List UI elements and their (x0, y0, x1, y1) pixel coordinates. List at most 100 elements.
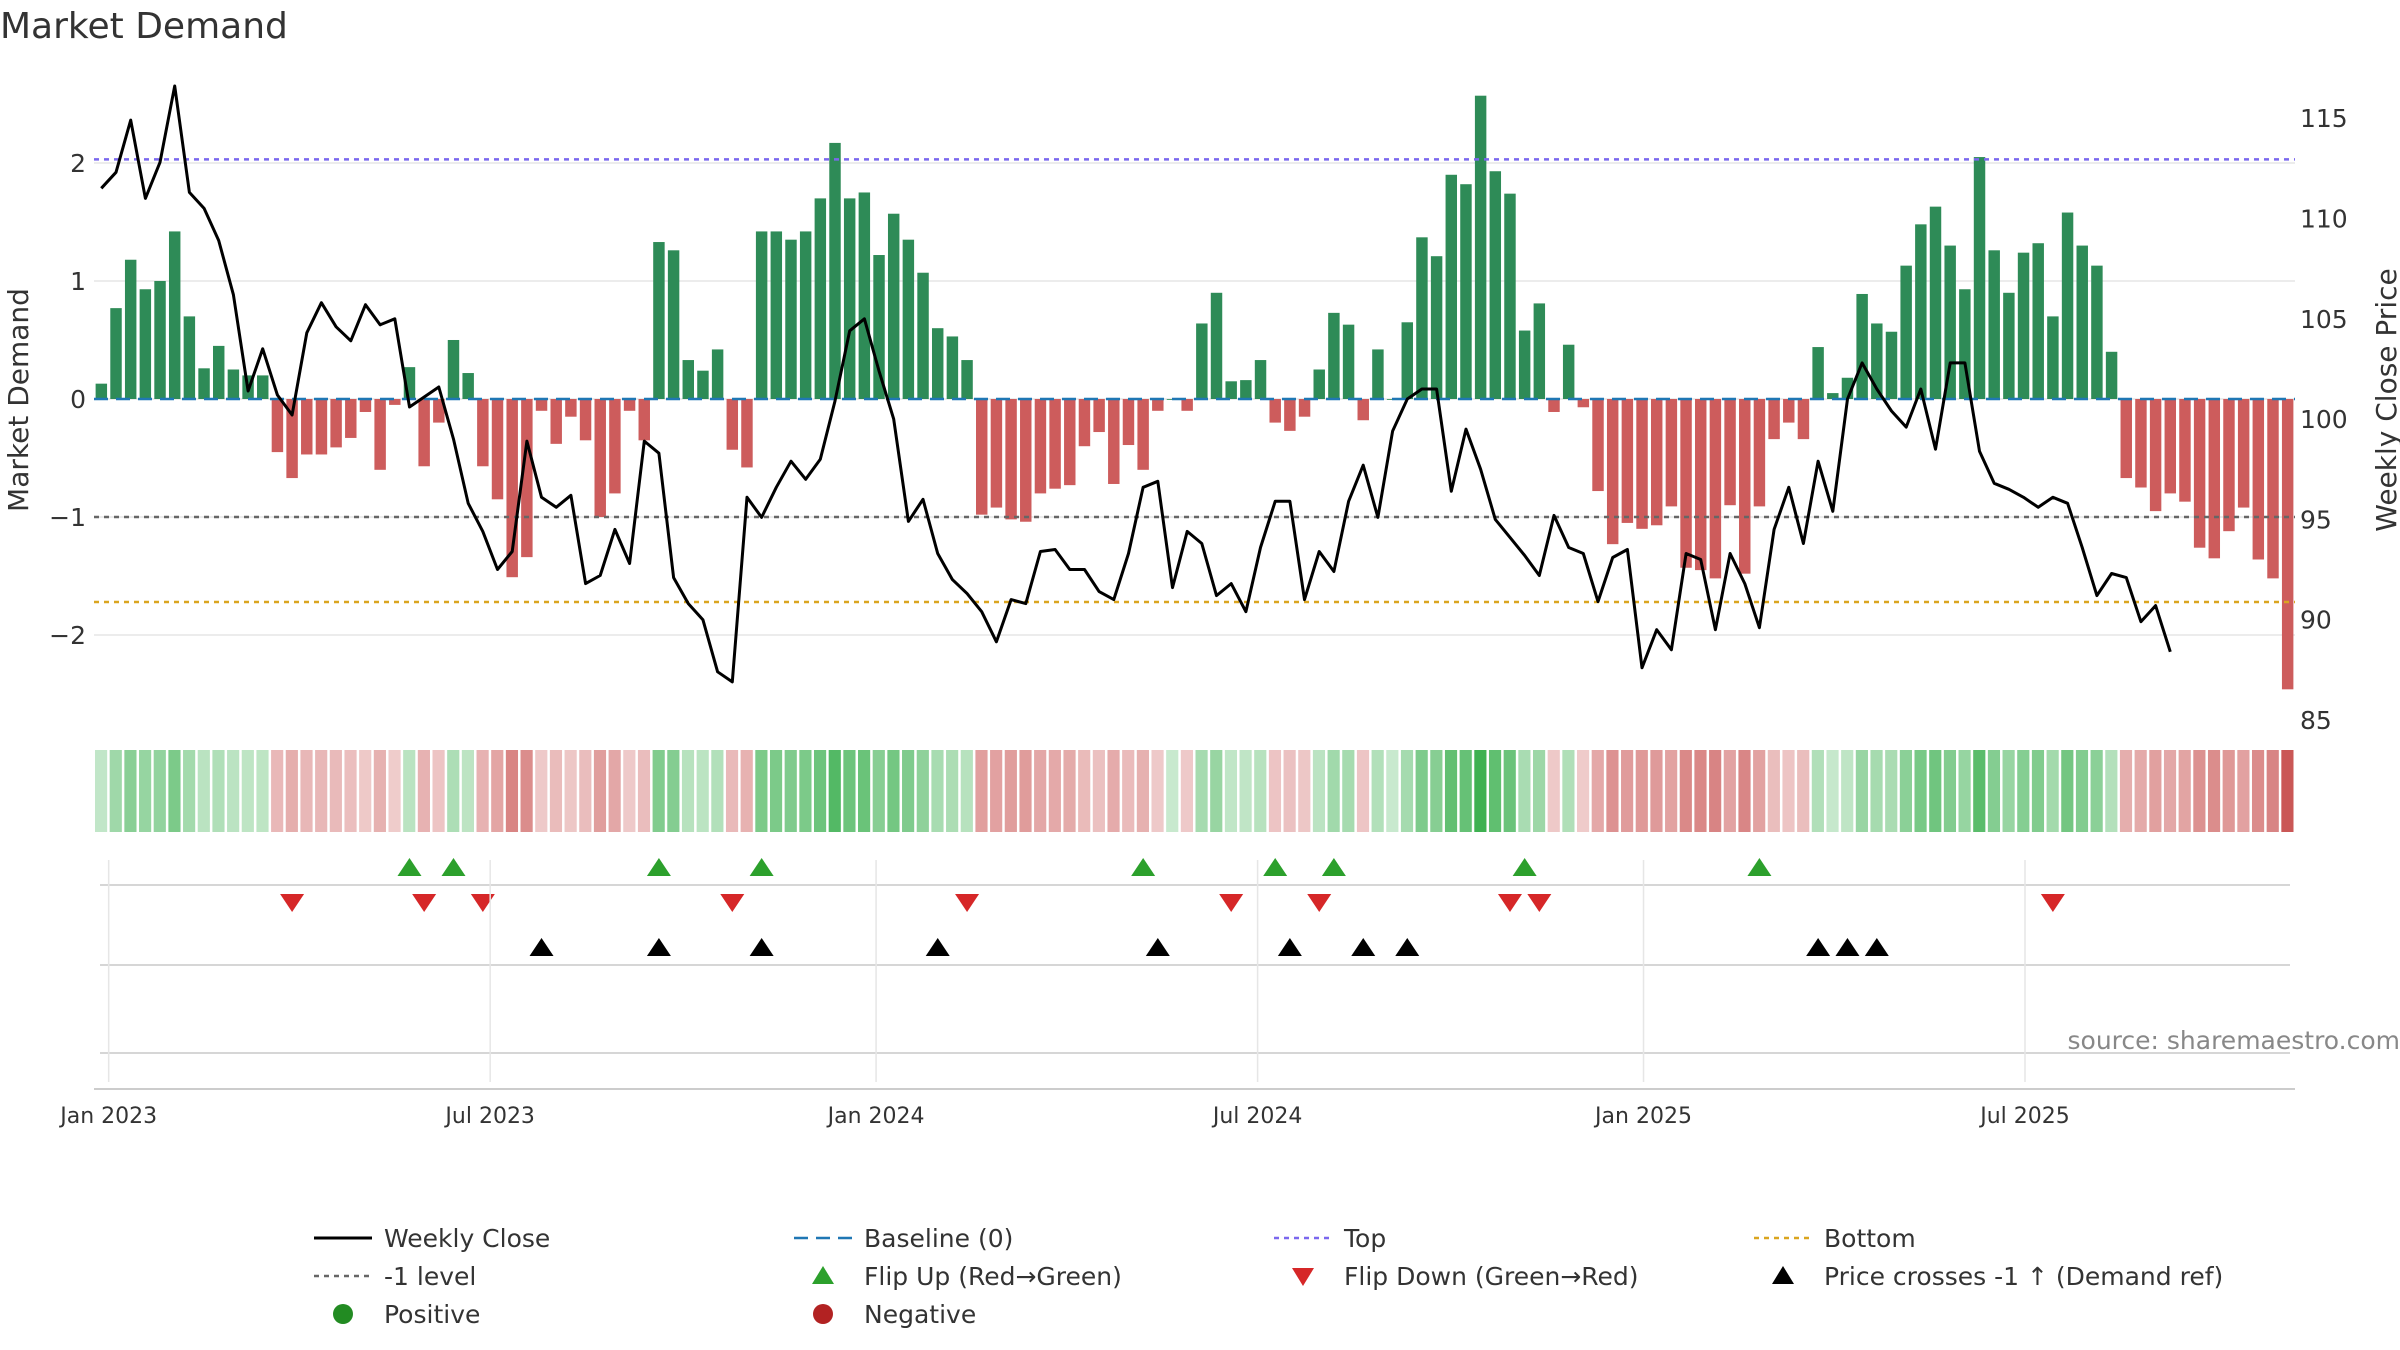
strip-cell (241, 750, 254, 832)
source-credit: source: sharemaestro.com (2068, 1026, 2400, 1055)
demand-bar (1093, 399, 1105, 433)
demand-bar (1254, 360, 1267, 399)
flip-down-marker (412, 894, 437, 912)
demand-bar (1636, 399, 1648, 529)
flip-up-marker (1263, 858, 1288, 876)
demand-bar (2193, 399, 2206, 548)
demand-bar (1460, 184, 1472, 399)
legend-marker-negative (813, 1304, 833, 1324)
strip-cell (1591, 750, 1604, 832)
demand-bar (1841, 377, 1854, 399)
strip-cell (432, 750, 445, 832)
strip-cell (2119, 750, 2133, 832)
flip-up-marker (1131, 858, 1156, 876)
demand-bar (1915, 224, 1927, 399)
strip-cell (1767, 750, 1780, 832)
demand-bar (2047, 316, 2059, 399)
legend: Weekly Close Baseline (0) Top Bottom -1 leve… (314, 1224, 2223, 1329)
strip-cell (1371, 750, 1384, 832)
demand-bar (1797, 399, 1810, 440)
strip-cell (579, 750, 592, 832)
demand-bar (1313, 369, 1325, 399)
demand-bar (917, 272, 929, 399)
demand-bar (491, 399, 504, 500)
strip-cell (1063, 750, 1076, 832)
demand-bar (124, 259, 137, 399)
strip-cell (1973, 750, 1986, 832)
demand-bar (976, 399, 988, 515)
demand-bar (1430, 256, 1443, 399)
strip-cell (960, 750, 973, 832)
demand-bar (2017, 252, 2030, 399)
flip-up-marker (397, 858, 422, 876)
strip-cell (1342, 750, 1355, 832)
strip-cell (2149, 750, 2162, 832)
strip-cell (1034, 750, 1047, 832)
strip-cell (916, 750, 929, 832)
strip-cell (1870, 750, 1883, 832)
strip-cell (535, 750, 548, 832)
strip-cell (285, 750, 298, 832)
demand-bar (95, 383, 108, 399)
strip-cell (1782, 750, 1795, 832)
left-tick-label: −2 (49, 621, 86, 650)
demand-bar (594, 399, 606, 518)
flip-down-marker (1219, 894, 1244, 912)
demand-bar (1108, 399, 1120, 484)
demand-bar (2179, 399, 2191, 502)
strip-cell (256, 750, 269, 832)
strip-cell (1474, 750, 1487, 832)
strip-cell (1254, 750, 1267, 832)
right-tick-label: 110 (2300, 204, 2348, 233)
strip-cell (696, 750, 709, 832)
strip-cell (2193, 750, 2206, 832)
demand-bar (785, 239, 797, 399)
x-tick-label: Jul 2025 (1978, 1104, 2070, 1129)
demand-bar (1445, 174, 1458, 399)
demand-bar (755, 231, 768, 399)
demand-bar (1739, 399, 1751, 574)
flip-up-marker (1512, 858, 1537, 876)
demand-bar (653, 242, 665, 399)
flip-down-marker (1527, 894, 1552, 912)
strip-cell (403, 750, 416, 832)
legend-marker-flip-down (1292, 1268, 1314, 1286)
reference-lines (94, 158, 2295, 604)
strip-cell (1753, 750, 1766, 832)
demand-bar (168, 231, 181, 399)
strip-cell (1224, 750, 1238, 832)
demand-bar (1401, 322, 1413, 399)
strip-cell (2237, 750, 2250, 832)
x-tick-label: Jul 2024 (1211, 1104, 1303, 1129)
flip-down-marker (1497, 894, 1522, 912)
strip-cell (1239, 750, 1252, 832)
strip-cell (1650, 750, 1663, 832)
strip-cell (1107, 750, 1120, 832)
strip-cell (769, 750, 783, 832)
demand-bar (1210, 292, 1223, 399)
demand-bar (902, 239, 915, 399)
strip-cell (2207, 750, 2221, 832)
demand-bar (1122, 399, 1135, 446)
demand-bar (1885, 331, 1898, 399)
strip-cell (1122, 750, 1135, 832)
demand-bar (1929, 206, 1942, 399)
x-tick-label: Jul 2023 (443, 1104, 535, 1129)
demand-bar (1753, 399, 1766, 507)
demand-bar (711, 349, 724, 399)
strip-cell (2251, 750, 2265, 832)
strip-cell (2266, 750, 2279, 832)
demand-bar (477, 399, 489, 467)
demand-bar (1269, 399, 1281, 423)
demand-bar (1724, 399, 1736, 506)
price-cross-marker (1806, 938, 1831, 956)
strip-cell (1943, 750, 1957, 832)
demand-bar (1152, 399, 1164, 411)
demand-bar (961, 360, 973, 399)
strip-cell (2017, 750, 2030, 832)
demand-bar (2003, 292, 2015, 399)
strip-cell (2031, 750, 2045, 832)
demand-bar (257, 375, 269, 399)
demand-bar (110, 308, 122, 399)
legend-label: Flip Up (Red→Green) (864, 1262, 1122, 1291)
